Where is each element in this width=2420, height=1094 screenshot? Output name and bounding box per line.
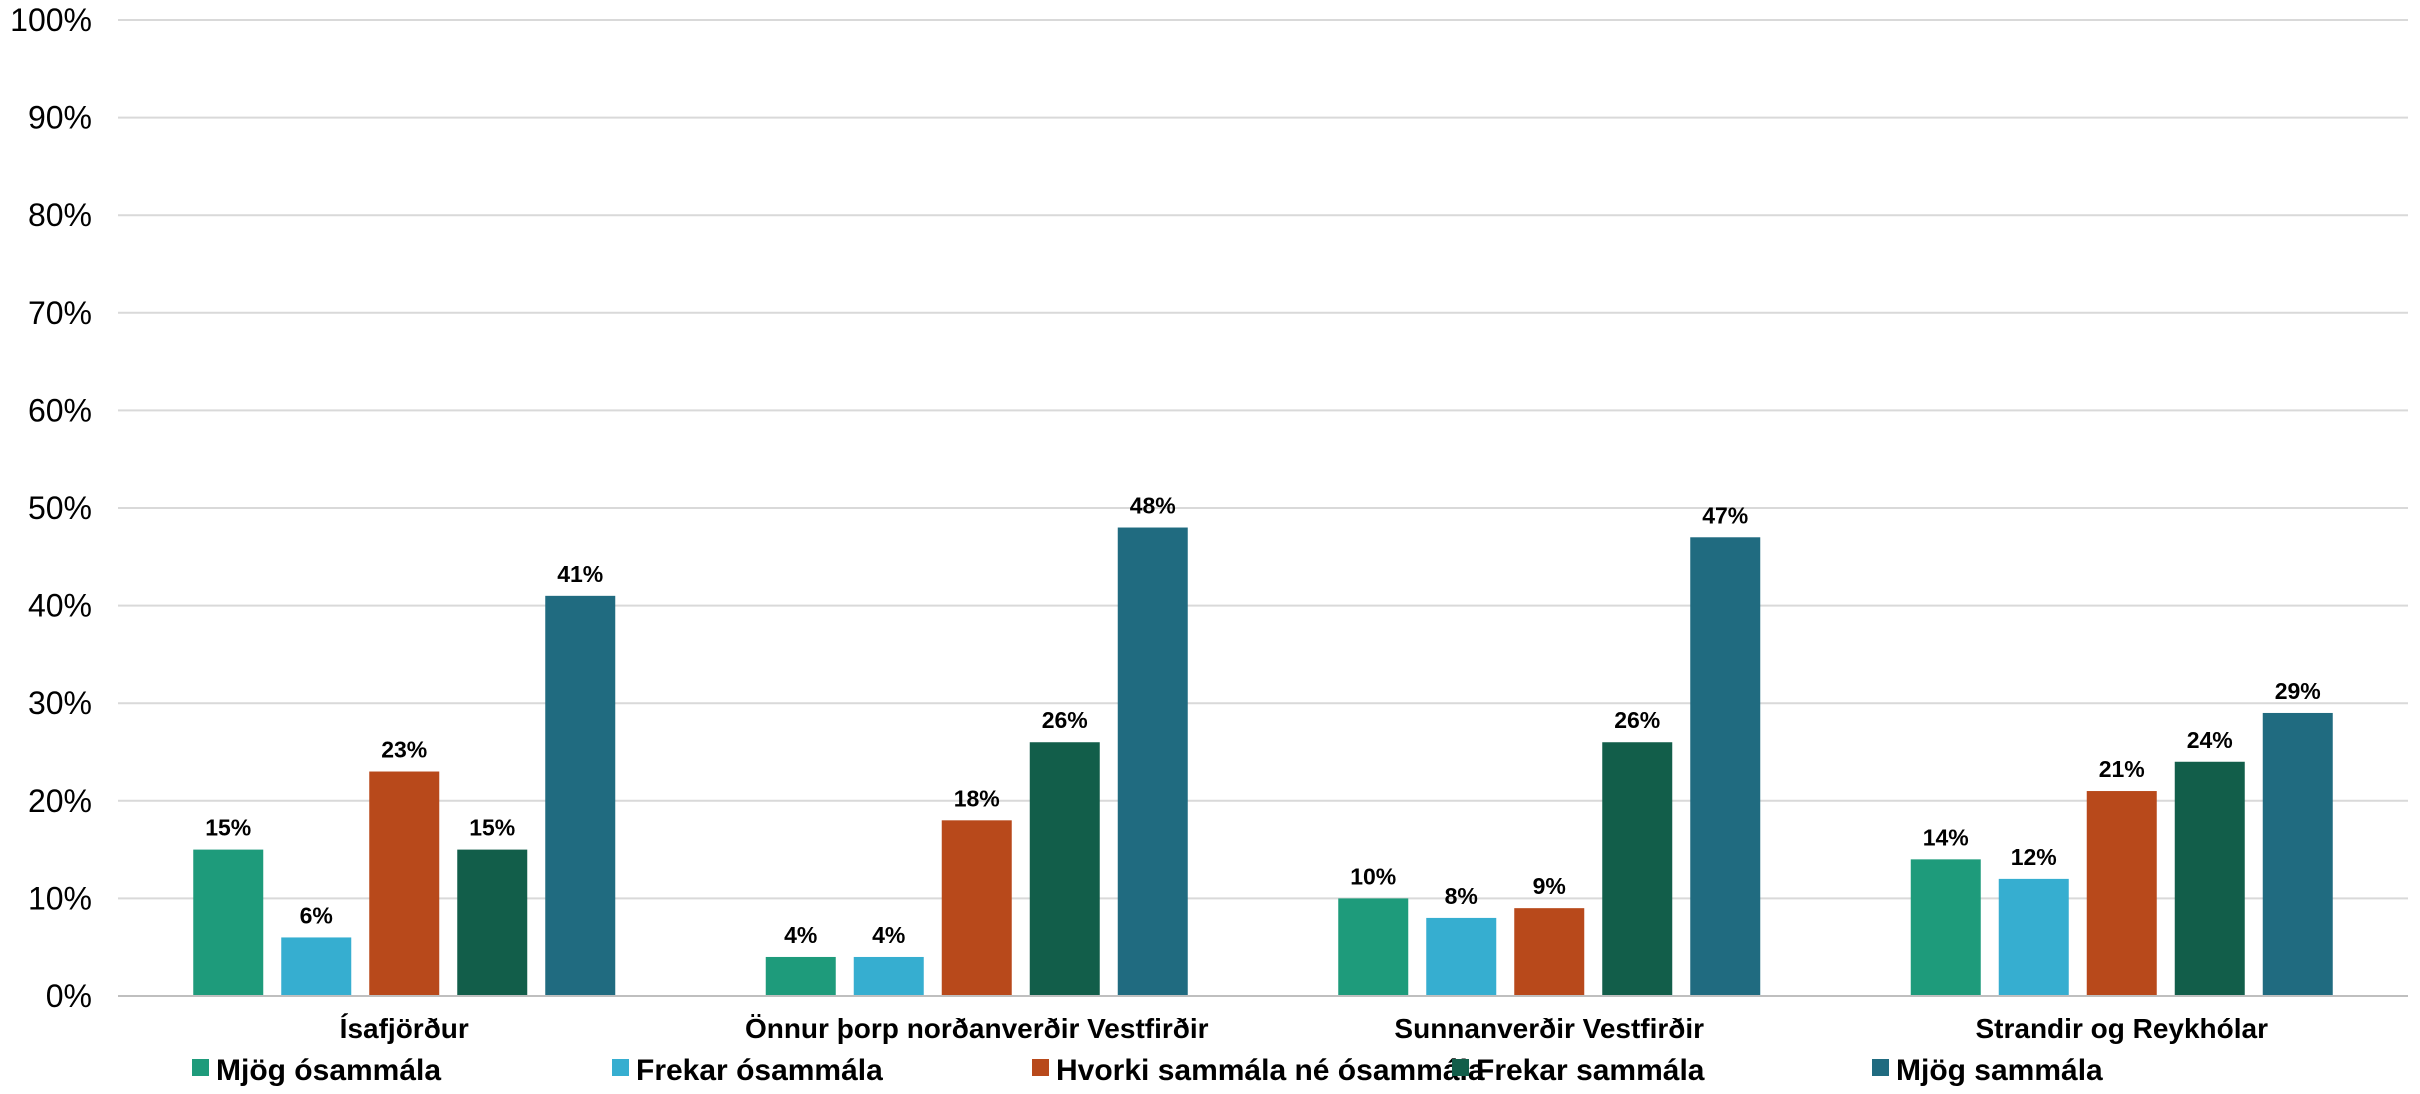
bar <box>1338 898 1409 996</box>
y-tick-label: 0% <box>46 978 92 1014</box>
legend-swatch <box>1032 1059 1049 1076</box>
bar <box>765 956 836 996</box>
data-label: 48% <box>1130 493 1176 519</box>
data-label: 15% <box>205 815 251 841</box>
legend-label: Mjög sammála <box>1896 1054 2103 1087</box>
data-label: 21% <box>2099 756 2145 782</box>
data-label: 24% <box>2187 727 2233 753</box>
bar <box>2086 791 2157 996</box>
data-label: 29% <box>2275 678 2321 704</box>
data-label: 26% <box>1614 707 1660 733</box>
category-labels: Ísafjörður Önnur þorp norðanverðir Vestfi… <box>340 1013 2268 1044</box>
bar <box>281 937 352 996</box>
y-tick-label: 20% <box>28 783 92 819</box>
bar <box>545 595 616 996</box>
bar <box>1426 917 1497 996</box>
y-tick-label: 10% <box>28 880 92 916</box>
bar <box>853 956 924 996</box>
data-label: 6% <box>300 902 333 928</box>
data-label: 23% <box>381 737 427 763</box>
y-tick-label: 50% <box>28 490 92 526</box>
bar <box>1602 742 1673 996</box>
legend-swatch <box>612 1059 629 1076</box>
data-label: 4% <box>784 922 817 948</box>
bar <box>1029 742 1100 996</box>
bar <box>1998 878 2069 996</box>
y-tick-label: 30% <box>28 685 92 721</box>
bar <box>369 771 440 996</box>
bar <box>1117 527 1188 996</box>
bar <box>2174 761 2245 996</box>
data-label: 10% <box>1350 863 1396 889</box>
legend-item: Frekar ósammála <box>612 1054 883 1087</box>
legend-item: Mjög ósammála <box>192 1054 441 1087</box>
legend-item: Hvorki sammála né ósammála <box>1032 1054 1485 1087</box>
legend-label: Frekar sammála <box>1476 1054 1705 1087</box>
data-label: 14% <box>1923 824 1969 850</box>
y-tick-label: 100% <box>10 2 92 38</box>
legend-swatch <box>1872 1059 1889 1076</box>
data-labels: 15% 6% 23% 15% 41% 4% 4% 18% 26% 48% 10% 8% 9% 26% 47%… <box>205 493 2321 948</box>
legend-swatch <box>192 1059 209 1076</box>
gridlines <box>118 19 2408 900</box>
legend-label: Frekar ósammála <box>636 1054 883 1087</box>
bar <box>1514 908 1585 996</box>
data-label: 15% <box>469 815 515 841</box>
y-tick-label: 40% <box>28 588 92 624</box>
category-label: Strandir og Reykhólar <box>1975 1013 2268 1044</box>
legend-item: Frekar sammála <box>1452 1054 1705 1087</box>
bars <box>193 527 2333 996</box>
y-tick-label: 60% <box>28 392 92 428</box>
y-axis-ticks: 0% 10% 20% 30% 40% 50% 60% 70% 80% 90% 100% <box>10 2 92 1014</box>
y-tick-label: 80% <box>28 197 92 233</box>
data-label: 4% <box>872 922 905 948</box>
bar <box>941 820 1012 996</box>
y-tick-label: 70% <box>28 295 92 331</box>
data-label: 9% <box>1533 873 1566 899</box>
data-label: 18% <box>954 785 1000 811</box>
category-label: Önnur þorp norðanverðir Vestfirðir <box>745 1013 1209 1044</box>
y-tick-label: 90% <box>28 100 92 136</box>
data-label: 26% <box>1042 707 1088 733</box>
legend: Mjög ósammála Frekar ósammála Hvorki sammá… <box>192 1054 2103 1087</box>
legend-label: Mjög ósammála <box>216 1054 441 1087</box>
bar <box>2262 712 2333 996</box>
legend-label: Hvorki sammála né ósammála <box>1056 1054 1485 1087</box>
category-label: Sunnanverðir Vestfirðir <box>1394 1013 1704 1044</box>
bar <box>193 849 264 996</box>
data-label: 41% <box>557 561 603 587</box>
legend-item: Mjög sammála <box>1872 1054 2103 1087</box>
data-label: 12% <box>2011 844 2057 870</box>
bar <box>457 849 528 996</box>
data-label: 47% <box>1702 502 1748 528</box>
category-label: Ísafjörður <box>340 1013 469 1044</box>
bar <box>1690 537 1761 996</box>
data-label: 8% <box>1445 883 1478 909</box>
legend-swatch <box>1452 1059 1469 1076</box>
bar <box>1910 859 1981 996</box>
